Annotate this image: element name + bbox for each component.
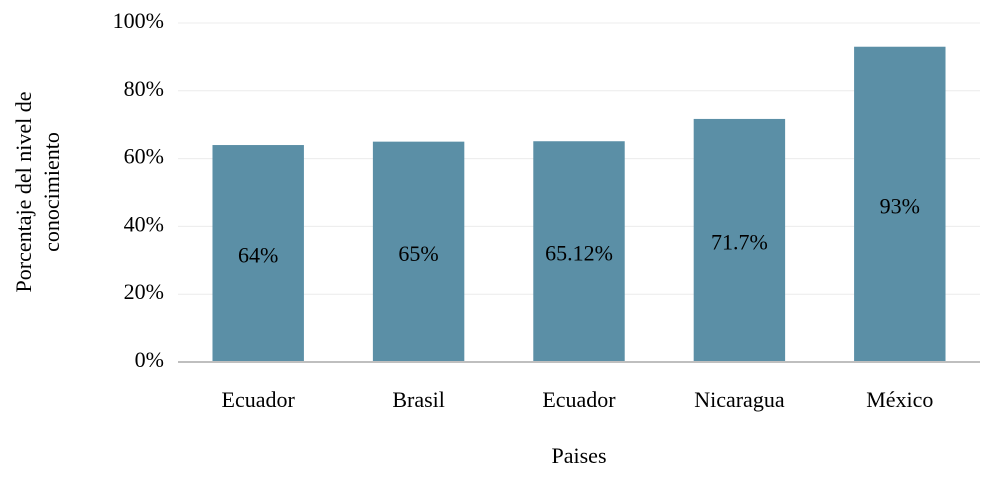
bar	[854, 46, 946, 362]
x-tick-label: Nicaragua	[694, 387, 785, 412]
y-tick-label: 60%	[124, 144, 164, 169]
bar	[372, 141, 465, 362]
y-tick-label: 40%	[124, 211, 164, 236]
data-label: 71.7%	[711, 230, 768, 255]
x-tick-label: Ecuador	[222, 387, 296, 412]
x-axis-label: Paises	[552, 443, 607, 468]
bar	[533, 141, 625, 362]
y-axis-label: Porcentaje del nivel de conocimiento	[11, 92, 64, 293]
data-label: 93%	[880, 193, 920, 218]
y-tick-label: 100%	[113, 8, 164, 33]
x-tick-label: Ecuador	[542, 387, 616, 412]
data-label: 65%	[398, 241, 438, 266]
y-tick-label: 20%	[124, 279, 164, 304]
bar	[693, 118, 786, 362]
y-tick-label: 80%	[124, 76, 164, 101]
x-tick-label: Brasil	[392, 387, 445, 412]
data-label: 65.12%	[545, 241, 613, 266]
data-label: 64%	[238, 243, 278, 268]
y-axis-label-line: conocimiento	[39, 132, 64, 252]
bar	[212, 145, 304, 362]
y-tick-label: 0%	[135, 347, 164, 372]
x-tick-label: México	[866, 387, 933, 412]
y-axis-label-line: Porcentaje del nivel de	[11, 92, 36, 293]
